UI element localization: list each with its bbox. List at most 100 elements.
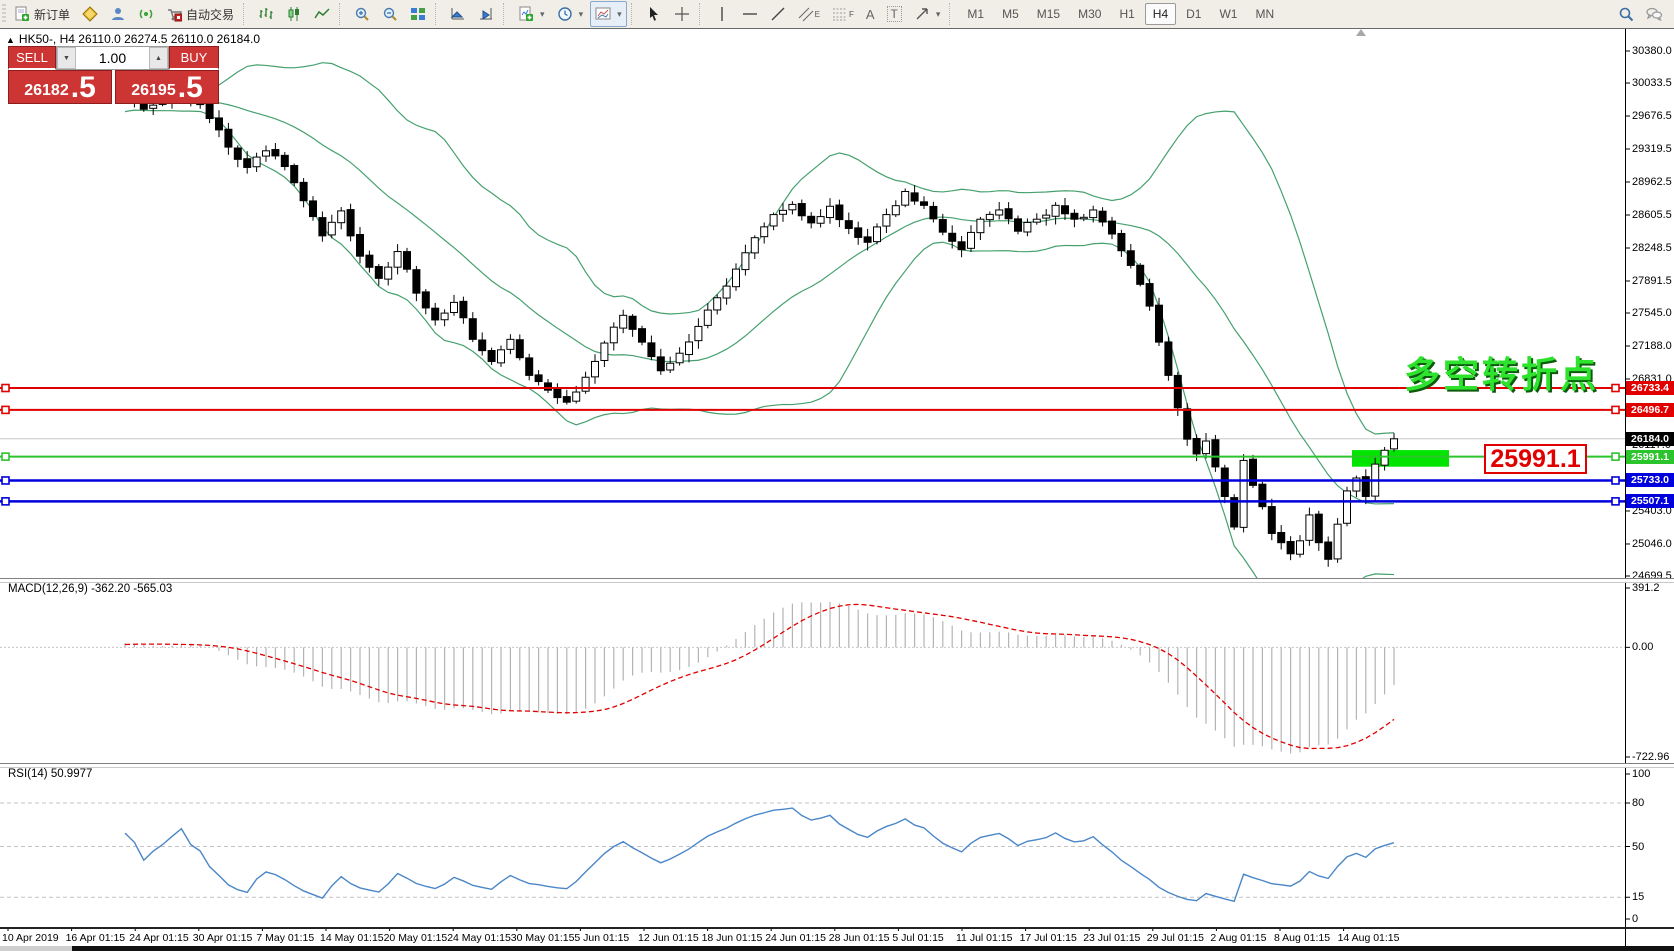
sell-price-box[interactable]: 26182 .5 — [8, 70, 112, 104]
time-tick-label: 20 May 01:15 — [383, 932, 448, 944]
rsi-tick-label: 100 — [1632, 768, 1651, 780]
channel-tag: E — [814, 9, 820, 19]
shapes-tool[interactable]: ▾ — [909, 1, 946, 27]
templates-button[interactable]: ▾ — [590, 1, 627, 27]
bar-chart-button[interactable] — [253, 1, 279, 27]
signals-button[interactable] — [133, 1, 159, 27]
auto-scroll-button[interactable] — [445, 1, 471, 27]
price-tick-label: 25046.0 — [1632, 537, 1672, 550]
chart-shift-button[interactable] — [473, 1, 499, 27]
price-tick-label: 29676.5 — [1632, 110, 1672, 123]
vertical-line-icon — [720, 7, 723, 21]
autotrade-button[interactable]: 自动交易 — [161, 1, 239, 27]
oneclick-toggle-icon[interactable]: ▲ — [6, 35, 15, 45]
chart-shift-icon — [480, 8, 493, 20]
zoom-out-button[interactable] — [377, 1, 403, 27]
fibo-tag: F — [848, 9, 854, 19]
volume-down-button[interactable]: ▼ — [57, 47, 76, 69]
time-tick-label: 11 Jul 01:15 — [956, 932, 1013, 944]
price-badge: 25733.0 — [1626, 473, 1674, 488]
timeframe-H1[interactable]: H1 — [1119, 7, 1135, 21]
periods-button[interactable]: ▾ — [552, 1, 589, 27]
rsi-label: RSI(14) 50.9977 — [8, 768, 93, 780]
fibonacci-tool[interactable]: F — [827, 1, 859, 27]
timeframe-M30[interactable]: M30 — [1078, 7, 1102, 21]
timeframe-W1[interactable]: W1 — [1219, 7, 1238, 21]
sell-button[interactable]: SELL — [8, 46, 56, 70]
window-bottom-edge — [0, 946, 1674, 951]
market-watch-button[interactable] — [77, 1, 103, 27]
time-tick-label: 24 Jun 01:15 — [765, 932, 826, 944]
macd-tick-label: 0.00 — [1632, 641, 1654, 654]
timeframe-D1[interactable]: D1 — [1186, 7, 1202, 21]
clock-icon — [557, 7, 572, 21]
macd-tick-label: -722.96 — [1632, 751, 1670, 763]
price-tick-label: 28962.5 — [1632, 176, 1672, 188]
volume-up-button[interactable]: ▲ — [149, 47, 168, 69]
buy-price-box[interactable]: 26195 .5 — [115, 70, 219, 104]
search-button[interactable] — [1613, 1, 1639, 27]
time-tick-label: 14 May 01:15 — [320, 932, 384, 944]
timeframe-M15[interactable]: M15 — [1036, 7, 1061, 21]
vertical-line-tool[interactable] — [709, 1, 735, 27]
time-tick-label: 24 May 01:15 — [447, 932, 511, 944]
timeframe-group: M1 M5 M15 M30 H1 H4 D1 W1 MN — [958, 3, 1283, 25]
timeframe-M1[interactable]: M1 — [967, 7, 985, 21]
horizontal-line-tool[interactable] — [737, 1, 763, 27]
cursor-tool-button[interactable] — [641, 1, 667, 27]
toolbar-separator — [698, 3, 705, 25]
rsi-tick-label: 80 — [1632, 797, 1645, 809]
tile-windows-button[interactable] — [405, 1, 431, 27]
chart-shift-marker[interactable] — [1356, 29, 1366, 36]
template-icon — [595, 7, 611, 20]
indicators-button[interactable]: ▾ — [513, 1, 550, 27]
crosshair-tool-button[interactable] — [669, 1, 695, 27]
text-label-tool[interactable]: T — [882, 1, 907, 27]
chat-icon — [1646, 7, 1662, 22]
price-tick-label: 30380.0 — [1632, 45, 1672, 57]
search-icon — [1619, 7, 1634, 22]
zoom-in-icon — [355, 7, 369, 21]
profile-icon — [112, 8, 125, 20]
chat-button[interactable] — [1641, 1, 1667, 27]
buy-button[interactable]: BUY — [169, 46, 219, 70]
volume-value[interactable]: 1.00 — [98, 50, 127, 66]
dropdown-arrow-icon: ▾ — [935, 8, 941, 19]
tile-windows-icon — [411, 8, 426, 20]
trendline-tool[interactable] — [765, 1, 791, 27]
line-chart-button[interactable] — [309, 1, 335, 27]
equidistant-channel-icon — [798, 7, 813, 22]
sell-price-frac: .5 — [70, 71, 96, 104]
time-tick-label: 28 Jun 01:15 — [828, 932, 890, 944]
rsi-tick-label: 15 — [1632, 891, 1645, 904]
new-order-button[interactable]: 新订单 — [9, 1, 75, 27]
channel-tool[interactable]: E — [793, 1, 825, 27]
toolbar-grip[interactable] — [2, 4, 6, 24]
candlestick-chart-button[interactable] — [281, 1, 307, 27]
price-badge: 26733.4 — [1626, 381, 1674, 396]
rsi-tick-label: 0 — [1632, 913, 1639, 925]
macd-label: MACD(12,26,9) -362.20 -565.03 — [8, 583, 173, 595]
zoom-out-icon — [383, 7, 397, 21]
time-tick-label: 23 Jul 01:15 — [1083, 932, 1141, 944]
time-tick-label: 10 Apr 2019 — [2, 932, 59, 944]
price-tick-label: 28605.5 — [1632, 209, 1672, 221]
trendline-icon — [771, 7, 785, 21]
zoom-in-button[interactable] — [349, 1, 375, 27]
time-tick-label: 30 Apr 01:15 — [192, 932, 253, 944]
timeframe-H4[interactable]: H4 — [1144, 3, 1177, 25]
time-tick-label: 5 Jun 01:15 — [574, 932, 630, 944]
navigator-button[interactable] — [105, 1, 131, 27]
macd-panel-divider[interactable] — [0, 578, 1674, 583]
new-order-icon — [15, 6, 29, 21]
timeframe-M5[interactable]: M5 — [1002, 7, 1019, 21]
text-tool[interactable]: A — [861, 1, 880, 27]
price-callout-box[interactable]: 25991.1 — [1484, 444, 1587, 474]
timeframe-MN[interactable]: MN — [1255, 7, 1275, 21]
time-tick-label: 16 Apr 01:15 — [65, 932, 126, 944]
time-tick-label: 17 Jul 01:15 — [1019, 932, 1077, 944]
rsi-panel-divider[interactable] — [0, 763, 1674, 768]
candlestick-chart-icon — [288, 7, 300, 21]
price-axis-border — [1625, 28, 1626, 946]
